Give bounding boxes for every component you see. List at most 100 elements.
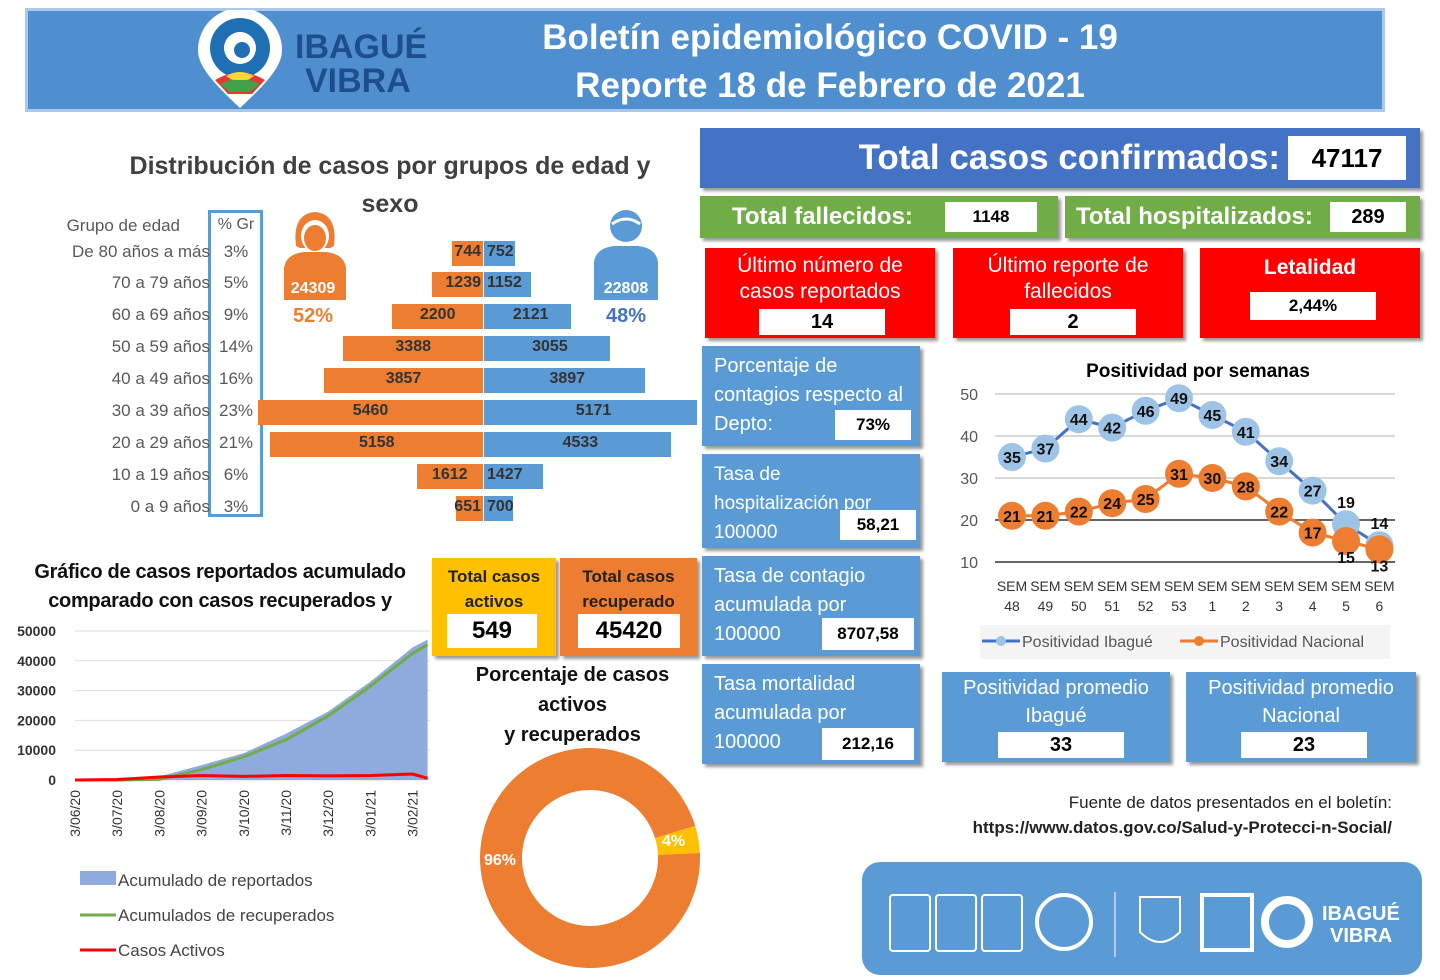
deaths-label: Total fallecidos: (732, 203, 913, 230)
x-tick-label: SEM (1364, 578, 1394, 594)
age-group-label: 10 a 19 años (111, 465, 210, 484)
lethality-label: Letalidad (1263, 256, 1357, 279)
ibague-vibra-footer-logo (1261, 896, 1313, 948)
female-icon (284, 212, 346, 300)
male-bar (484, 272, 532, 297)
data-point (1298, 518, 1327, 547)
y-tick-label: 0 (48, 772, 56, 788)
avg-national-label: Positividad promedio Nacional (1208, 677, 1394, 727)
female-bar (343, 336, 483, 361)
age-group-label: De 80 años a más (72, 242, 210, 261)
y-tick-label: 20 (960, 513, 978, 530)
avg-ibague-value: 33 (998, 732, 1124, 758)
x-tick-label: 3/08/20 (151, 790, 167, 837)
y-tick-label: 10 (960, 555, 978, 572)
age-group-label: 20 a 29 años (111, 433, 210, 452)
female-total: 24309 (290, 280, 336, 297)
data-label: 41 (1237, 425, 1255, 442)
legend-label: Acumulados de recuperados (118, 906, 334, 925)
age-section-title-2: sexo (361, 190, 419, 218)
male-bar-label: 2121 (512, 306, 549, 323)
x-tick-label: SEM (1264, 578, 1294, 594)
data-label: 13 (1371, 558, 1389, 575)
female-bar-label: 5460 (352, 402, 389, 419)
data-label: 42 (1103, 421, 1121, 438)
bulletin-title: Boletín epidemiológico COVID - 19 (542, 18, 1118, 57)
pct-column-header: % Gr (217, 216, 255, 233)
female-bar-label: 3388 (395, 338, 431, 355)
conservatorio-logo (1200, 893, 1254, 952)
data-label: 25 (1137, 492, 1155, 509)
x-tick-label: 6 (1376, 598, 1384, 614)
x-tick-label: 3/02/21 (405, 790, 421, 837)
female-bar-label: 1239 (445, 274, 481, 291)
hospitalized-label: Total hospitalizados: (1076, 203, 1313, 230)
last-cases-label: Último número de casos reportados (737, 254, 903, 303)
source-link[interactable]: https://www.datos.gov.co/Salud-y-Protecc… (972, 818, 1392, 837)
male-bar-label: 752 (487, 243, 514, 260)
donut-title: Porcentaje de casos activos y recuperado… (440, 660, 705, 750)
last-deaths-label: Último reporte de fallecidos (987, 254, 1149, 303)
age-group-label: 40 a 49 años (111, 369, 210, 388)
x-tick-label: 3/01/21 (362, 790, 378, 837)
age-group-pct: 3% (223, 242, 249, 261)
donut-title-line: activos (538, 694, 607, 716)
x-tick-label: 50 (1071, 598, 1087, 614)
x-tick-label: 48 (1004, 598, 1020, 614)
x-tick-label: SEM (1030, 578, 1060, 594)
male-pct: 48% (605, 305, 647, 327)
avg-national-value: 23 (1241, 732, 1367, 758)
x-tick-label: 53 (1171, 598, 1187, 614)
icontec-logo-1 (889, 894, 931, 952)
female-bar (416, 464, 483, 489)
data-point (1231, 417, 1260, 446)
y-tick-label: 10000 (17, 742, 56, 758)
y-tick-label: 50000 (17, 623, 56, 639)
hosp-rate-label: Tasa de hospitalización por 100000 (714, 464, 872, 543)
data-label: 37 (1037, 442, 1055, 459)
recovered-label: Total casos recuperado (582, 567, 675, 611)
data-label: 21 (1003, 509, 1021, 526)
donut-slice (655, 825, 700, 855)
slice-label: 4% (662, 833, 685, 850)
x-tick-label: 4 (1309, 598, 1317, 614)
age-section-title: Distribución de casos por grupos de edad… (129, 152, 651, 180)
x-tick-label: 3/12/20 (320, 790, 336, 837)
x-tick-label: 5 (1342, 598, 1350, 614)
data-label: 21 (1037, 509, 1055, 526)
positivity-chart: Positividad por semanas 10 20 30 40 50 SEM 48 SE… (960, 361, 1395, 659)
data-label: 22 (1270, 505, 1288, 522)
donut-chart: 96% 4% (480, 747, 700, 968)
age-group-pct: 23% (218, 401, 254, 420)
male-bar-label: 3055 (532, 338, 568, 355)
recovered-value: 45420 (578, 614, 680, 648)
icontec-logo-2 (935, 894, 977, 952)
svg-text:VIBRA: VIBRA (305, 62, 411, 100)
slice-label: 96% (484, 852, 516, 869)
female-bar-label: 3857 (385, 370, 422, 387)
data-label: 35 (1003, 450, 1021, 467)
x-tick-label: SEM (1097, 578, 1127, 594)
data-point (998, 443, 1026, 471)
male-bar (484, 241, 515, 266)
active-cases-label: Total casos activos (447, 567, 541, 611)
male-bar (484, 400, 698, 425)
y-tick-label: 50 (960, 387, 978, 404)
x-tick-label: 3 (1275, 598, 1283, 614)
age-group-label: 60 a 69 años (111, 305, 210, 324)
male-bar-label: 3897 (549, 370, 586, 387)
age-group-pct: 6% (223, 465, 249, 484)
data-label: 28 (1237, 479, 1255, 496)
age-group-pct: 3% (223, 497, 249, 516)
data-label: 17 (1304, 526, 1322, 543)
donut-title-line: Porcentaje de casos (475, 664, 670, 686)
age-group-pct: 5% (223, 273, 249, 292)
x-tick-label: SEM (1331, 578, 1361, 594)
female-bar-label: 5158 (358, 434, 395, 451)
female-bar (452, 241, 483, 266)
age-group-label: 50 a 59 años (111, 337, 210, 356)
male-bar-label: 1152 (487, 274, 522, 291)
mortality-rate-label: Tasa mortalidad acumulada por 100000 (714, 673, 856, 753)
total-confirmed-label: Total casos confirmados: (858, 138, 1280, 177)
cumulative-chart: 0 10000 20000 30000 40000 50000 3/06/20 3/07/20… (17, 623, 430, 960)
